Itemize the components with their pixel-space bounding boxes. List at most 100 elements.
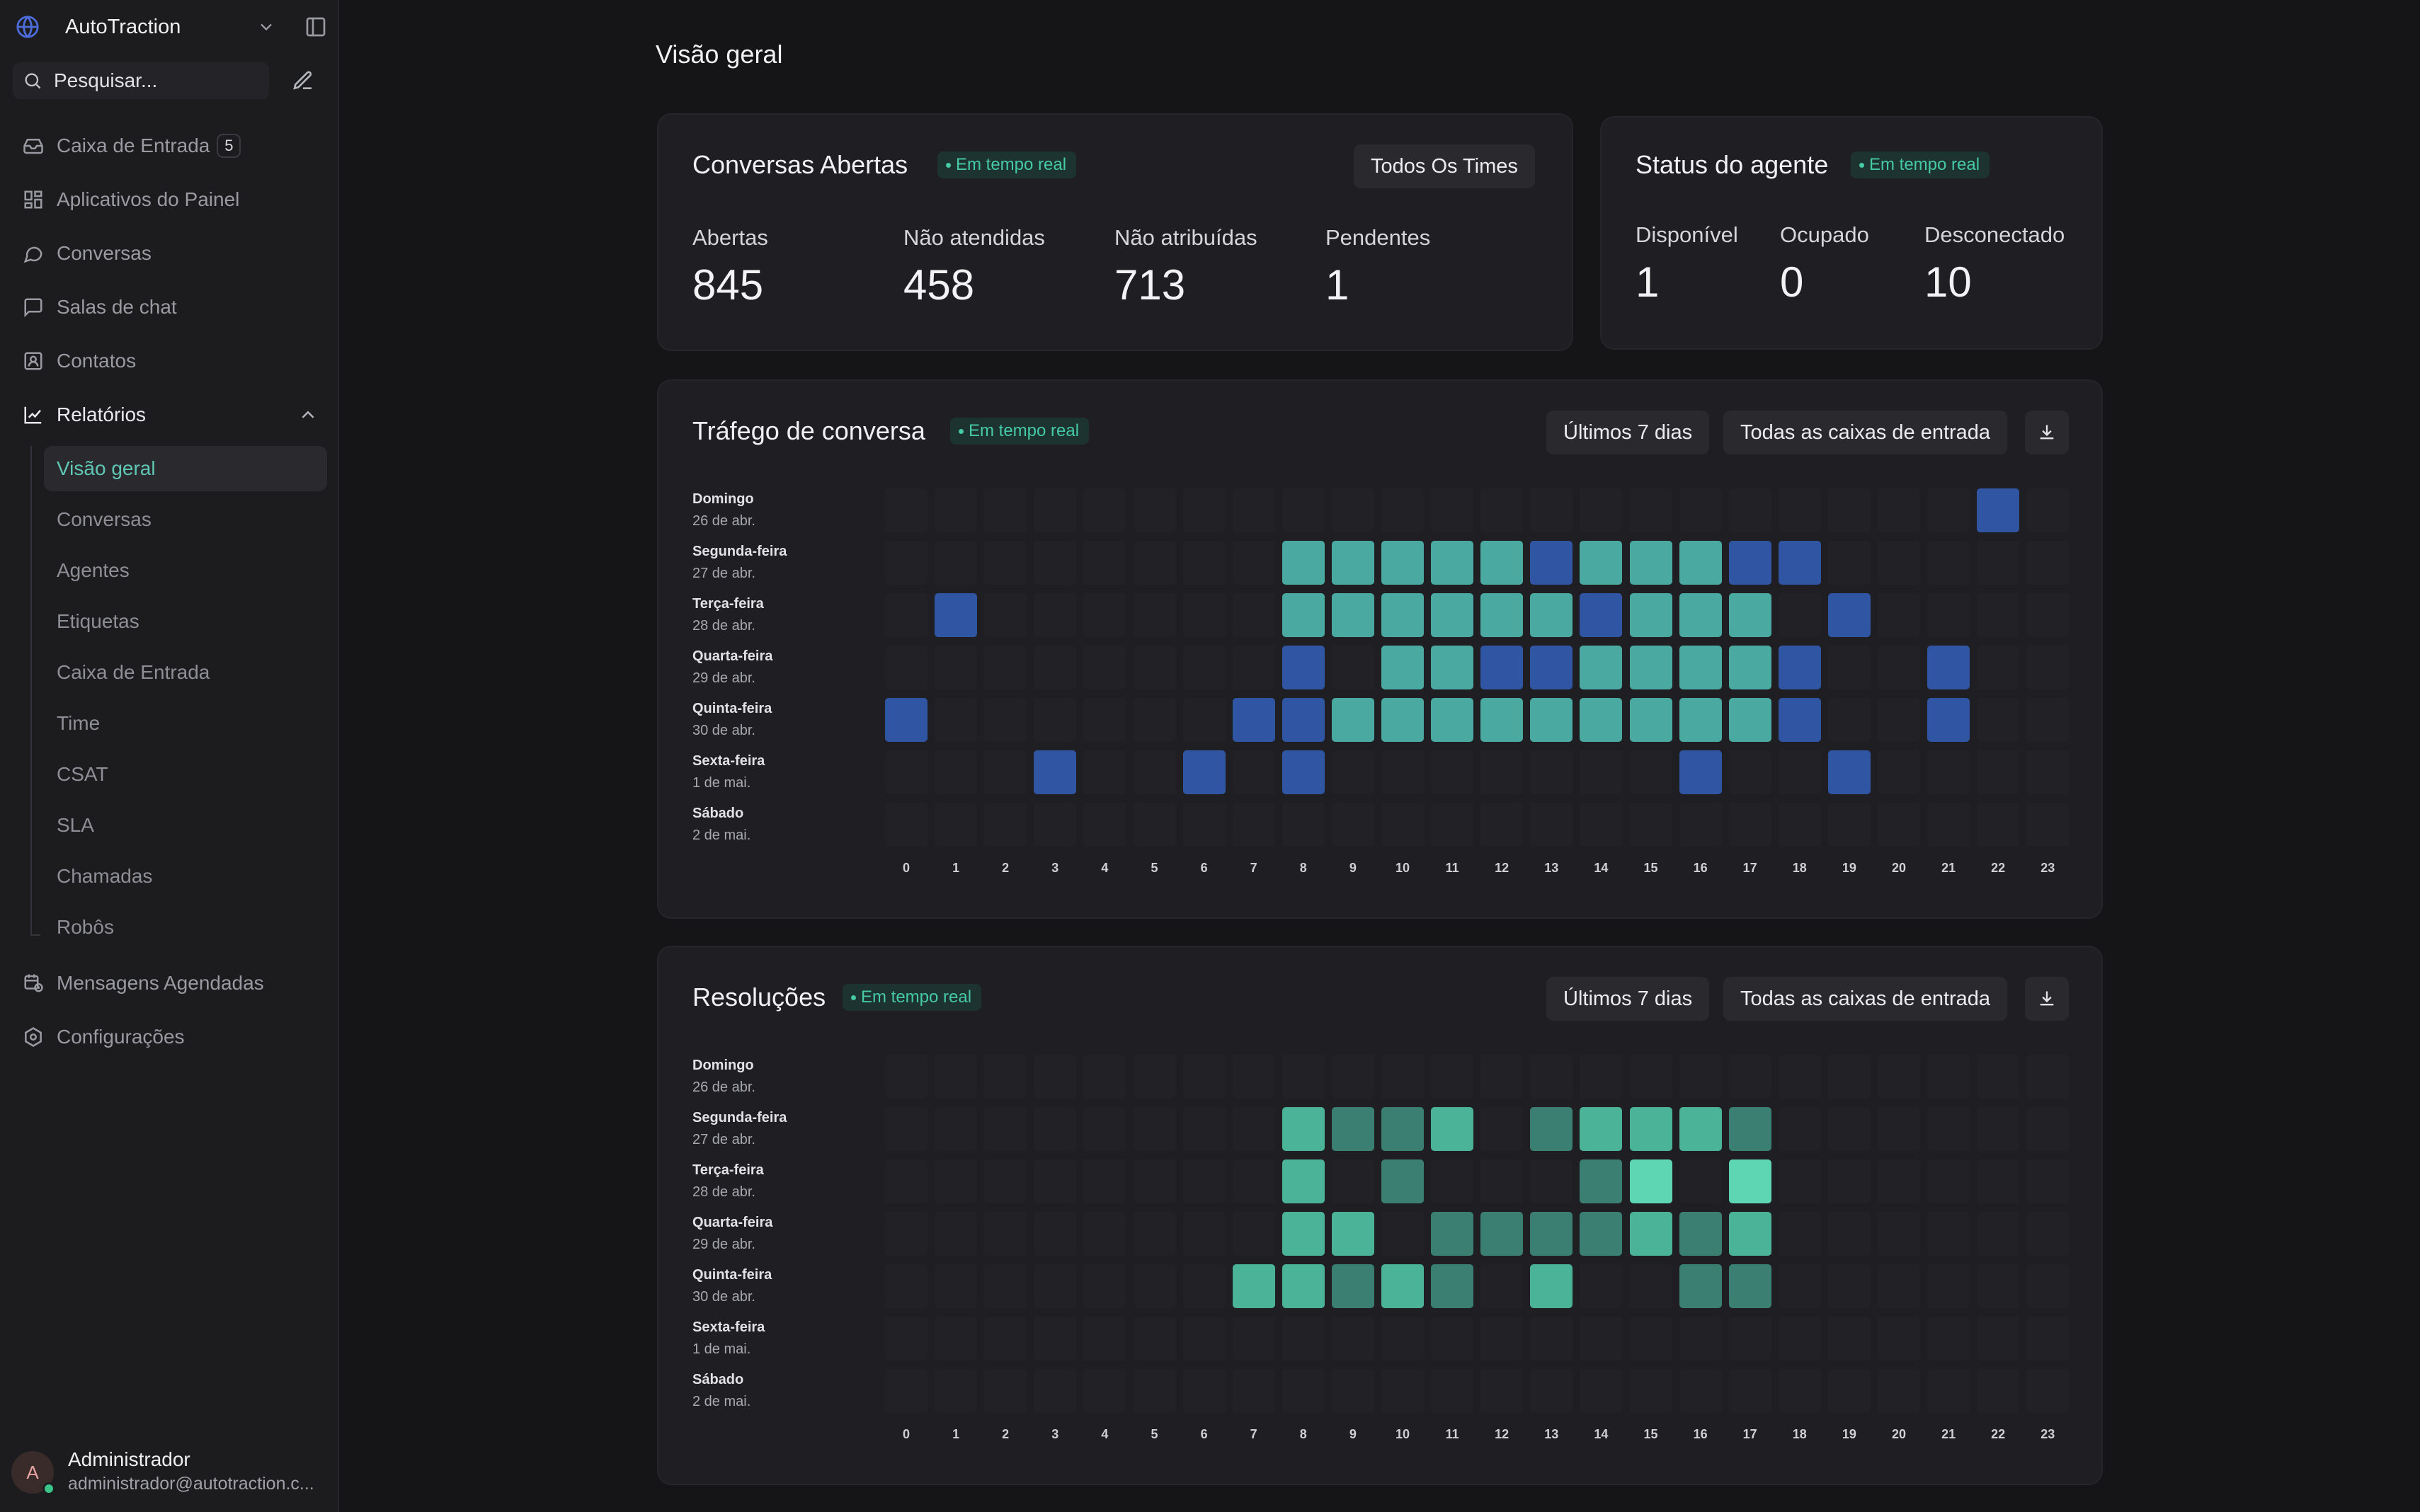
chevron-down-icon[interactable] xyxy=(256,17,276,37)
heatmap-cell[interactable] xyxy=(1083,488,1126,532)
heatmap-cell[interactable] xyxy=(2026,750,2070,794)
brand-header[interactable]: AutoTraction xyxy=(16,13,327,41)
heatmap-cell[interactable] xyxy=(1182,541,1226,585)
heatmap-cell[interactable] xyxy=(1977,1212,2020,1256)
heatmap-cell[interactable] xyxy=(1083,1369,1126,1413)
heatmap-cell[interactable] xyxy=(1827,1264,1871,1308)
heatmap-cell[interactable] xyxy=(1629,1055,1672,1099)
heatmap-cell[interactable] xyxy=(1977,593,2020,637)
heatmap-cell[interactable] xyxy=(1878,1212,1920,1256)
team-filter-button[interactable]: Todos Os Times xyxy=(1354,144,1535,188)
search-box[interactable] xyxy=(13,62,269,99)
heatmap-cell[interactable] xyxy=(1232,488,1275,532)
sidebar-subitem-labels[interactable]: Etiquetas xyxy=(44,599,327,644)
heatmap-cell[interactable] xyxy=(1431,803,1474,847)
heatmap-cell[interactable] xyxy=(1728,1107,1771,1151)
heatmap-cell[interactable] xyxy=(1827,1369,1871,1413)
heatmap-cell[interactable] xyxy=(1728,1317,1771,1361)
heatmap-cell[interactable] xyxy=(1083,1159,1126,1203)
heatmap-cell[interactable] xyxy=(885,646,928,689)
heatmap-cell[interactable] xyxy=(1878,803,1920,847)
heatmap-cell[interactable] xyxy=(1977,646,2020,689)
heatmap-cell[interactable] xyxy=(1927,646,1970,689)
heatmap-cell[interactable] xyxy=(1133,488,1176,532)
heatmap-cell[interactable] xyxy=(1232,646,1275,689)
heatmap-cell[interactable] xyxy=(1878,698,1920,742)
heatmap-cell[interactable] xyxy=(1827,593,1871,637)
heatmap-cell[interactable] xyxy=(1580,1264,1623,1308)
heatmap-cell[interactable] xyxy=(935,1369,978,1413)
heatmap-cell[interactable] xyxy=(1133,646,1176,689)
heatmap-cell[interactable] xyxy=(1182,1264,1226,1308)
heatmap-cell[interactable] xyxy=(1282,1212,1325,1256)
heatmap-cell[interactable] xyxy=(1927,698,1970,742)
heatmap-cell[interactable] xyxy=(885,593,928,637)
heatmap-cell[interactable] xyxy=(1629,646,1672,689)
heatmap-cell[interactable] xyxy=(2026,1212,2070,1256)
heatmap-cell[interactable] xyxy=(1331,698,1374,742)
sidebar-subitem-agents[interactable]: Agentes xyxy=(44,548,327,593)
heatmap-cell[interactable] xyxy=(1927,750,1970,794)
heatmap-cell[interactable] xyxy=(1679,1264,1722,1308)
heatmap-cell[interactable] xyxy=(1381,698,1424,742)
user-profile[interactable]: A Administrador administrador@autotracti… xyxy=(11,1447,330,1501)
heatmap-cell[interactable] xyxy=(1232,1159,1275,1203)
period-filter-button[interactable]: Últimos 7 dias xyxy=(1546,977,1710,1021)
heatmap-cell[interactable] xyxy=(1133,1369,1176,1413)
heatmap-cell[interactable] xyxy=(984,698,1027,742)
heatmap-cell[interactable] xyxy=(1629,803,1672,847)
heatmap-cell[interactable] xyxy=(1034,541,1077,585)
heatmap-cell[interactable] xyxy=(1083,1107,1126,1151)
heatmap-cell[interactable] xyxy=(1381,1264,1424,1308)
heatmap-cell[interactable] xyxy=(2026,1107,2070,1151)
heatmap-cell[interactable] xyxy=(1232,1264,1275,1308)
heatmap-cell[interactable] xyxy=(1232,1212,1275,1256)
heatmap-cell[interactable] xyxy=(1977,541,2020,585)
heatmap-cell[interactable] xyxy=(1480,698,1524,742)
sidebar-subitem-csat[interactable]: CSAT xyxy=(44,752,327,797)
heatmap-cell[interactable] xyxy=(1480,488,1524,532)
heatmap-cell[interactable] xyxy=(2026,1317,2070,1361)
heatmap-cell[interactable] xyxy=(1827,803,1871,847)
heatmap-cell[interactable] xyxy=(1977,1317,2020,1361)
heatmap-cell[interactable] xyxy=(1778,1159,1821,1203)
heatmap-cell[interactable] xyxy=(1927,488,1970,532)
heatmap-cell[interactable] xyxy=(984,593,1027,637)
heatmap-cell[interactable] xyxy=(1431,488,1474,532)
heatmap-cell[interactable] xyxy=(1878,750,1920,794)
sidebar-item-inbox[interactable]: Caixa de Entrada 5 xyxy=(13,124,327,168)
heatmap-cell[interactable] xyxy=(1530,1159,1573,1203)
heatmap-cell[interactable] xyxy=(1629,1212,1672,1256)
heatmap-cell[interactable] xyxy=(1480,750,1524,794)
heatmap-cell[interactable] xyxy=(1878,1055,1920,1099)
heatmap-cell[interactable] xyxy=(1133,593,1176,637)
heatmap-cell[interactable] xyxy=(1282,1055,1325,1099)
heatmap-cell[interactable] xyxy=(885,1107,928,1151)
heatmap-cell[interactable] xyxy=(1381,1055,1424,1099)
heatmap-cell[interactable] xyxy=(1331,803,1374,847)
heatmap-cell[interactable] xyxy=(1530,1317,1573,1361)
heatmap-cell[interactable] xyxy=(1778,750,1821,794)
heatmap-cell[interactable] xyxy=(984,1055,1027,1099)
heatmap-cell[interactable] xyxy=(1927,1055,1970,1099)
heatmap-cell[interactable] xyxy=(1331,750,1374,794)
heatmap-cell[interactable] xyxy=(1381,593,1424,637)
heatmap-cell[interactable] xyxy=(1778,541,1821,585)
heatmap-cell[interactable] xyxy=(1083,750,1126,794)
heatmap-cell[interactable] xyxy=(1182,1317,1226,1361)
sidebar-subitem-calls[interactable]: Chamadas xyxy=(44,854,327,899)
heatmap-cell[interactable] xyxy=(885,803,928,847)
heatmap-cell[interactable] xyxy=(1927,803,1970,847)
heatmap-cell[interactable] xyxy=(885,488,928,532)
heatmap-cell[interactable] xyxy=(885,1159,928,1203)
heatmap-cell[interactable] xyxy=(1182,1369,1226,1413)
heatmap-cell[interactable] xyxy=(1331,1264,1374,1308)
heatmap-cell[interactable] xyxy=(935,1055,978,1099)
heatmap-cell[interactable] xyxy=(1629,1159,1672,1203)
heatmap-cell[interactable] xyxy=(1977,1159,2020,1203)
heatmap-cell[interactable] xyxy=(1827,1055,1871,1099)
heatmap-cell[interactable] xyxy=(1480,803,1524,847)
heatmap-cell[interactable] xyxy=(1431,646,1474,689)
heatmap-cell[interactable] xyxy=(1728,646,1771,689)
heatmap-cell[interactable] xyxy=(1431,1107,1474,1151)
